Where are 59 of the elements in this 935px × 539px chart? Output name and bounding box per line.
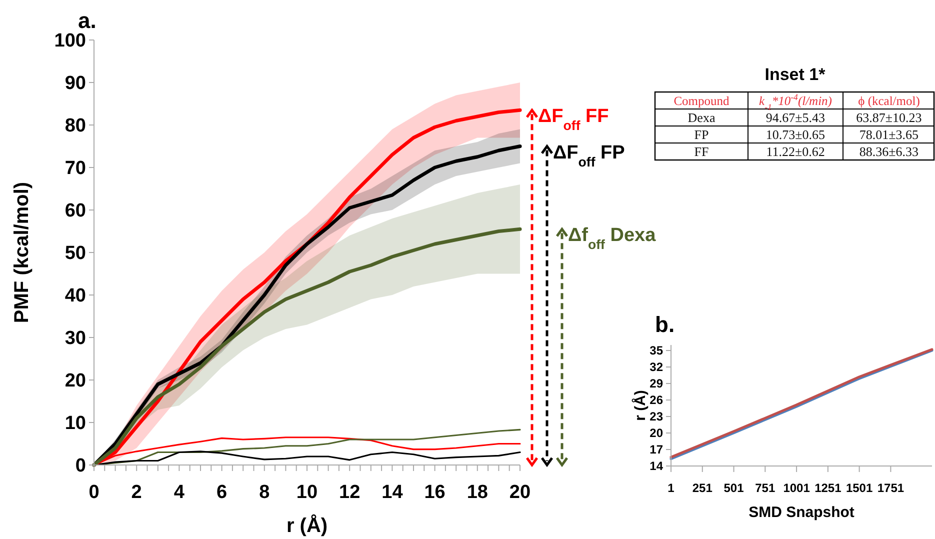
text: ΔF$_{off}$ FP [553, 142, 626, 169]
x-tick-label: 501 [724, 481, 744, 495]
text: 78.01±3.65 [859, 127, 919, 142]
text: 88.36±6.33 [859, 144, 919, 159]
y-tick-label: 40 [64, 286, 86, 307]
x-tick-label: 751 [755, 481, 776, 495]
y-tick-label: 32 [650, 360, 664, 374]
y-axis-title: PMF (kcal/mol) [11, 182, 33, 324]
text: 11.22±0.62 [766, 144, 825, 159]
y-tick-label: 60 [64, 200, 86, 222]
x-tick-label: 251 [692, 481, 713, 495]
x-tick-label: 8 [259, 482, 270, 503]
x-tick-label: 14 [382, 482, 404, 503]
text: ΔF$_{off}$ FF [538, 106, 609, 133]
x-tick-label: 1001 [783, 481, 810, 495]
text: FP [694, 127, 709, 142]
y-tick-label: 29 [650, 376, 664, 391]
text: 94.67±5.43 [766, 110, 826, 125]
x-tick-label: 12 [339, 482, 360, 503]
x-tick-label: 1751 [877, 481, 904, 495]
y-tick-label: 100 [54, 30, 86, 52]
y-tick-label: 10 [64, 413, 86, 434]
text: 63.87±10.23 [856, 110, 922, 125]
y-tick-label: 20 [64, 370, 86, 392]
x-tick-label: 6 [216, 482, 228, 503]
x-axis-title: SMD Snapshot [748, 504, 854, 521]
x-tick-label: 10 [296, 482, 318, 503]
x-tick-label: 16 [424, 482, 446, 503]
y-tick-label: 90 [64, 73, 86, 94]
y-axis-title: r (Å) [631, 390, 649, 421]
x-tick-label: 4 [174, 482, 185, 503]
x-tick-label: 20 [509, 482, 531, 503]
text: FF [694, 144, 709, 159]
y-tick-label: 17 [650, 442, 664, 457]
y-tick-label: 14 [650, 459, 664, 474]
y-tick-label: 23 [650, 410, 664, 424]
x-tick-label: 1251 [814, 481, 842, 495]
y-tick-label: 80 [64, 116, 86, 137]
text: ϕ (kcal/mol) [858, 94, 920, 108]
x-tick-label: 1501 [846, 481, 873, 495]
text: Dexa [688, 110, 716, 125]
x-tick-label: 18 [466, 482, 488, 503]
x-tick-label: 1 [668, 481, 675, 495]
x-axis-title: r (Å) [286, 514, 328, 537]
chart-title: b. [655, 312, 675, 337]
chart-title: a. [78, 8, 96, 33]
x-tick-label: 0 [88, 482, 100, 503]
y-tick-label: 0 [75, 456, 86, 477]
text: 10.73±0.65 [766, 127, 826, 142]
x-tick-label: 2 [131, 482, 142, 503]
text: Inset 1* [764, 65, 826, 84]
y-tick-label: 26 [650, 393, 664, 408]
text: Compound [674, 94, 730, 108]
text: Δf$_{off}$ Dexa [568, 225, 656, 252]
y-tick-label: 50 [64, 243, 86, 264]
y-tick-label: 20 [650, 426, 664, 440]
y-tick-label: 30 [64, 328, 86, 350]
y-tick-label: 70 [64, 158, 86, 180]
y-tick-label: 35 [650, 344, 664, 358]
